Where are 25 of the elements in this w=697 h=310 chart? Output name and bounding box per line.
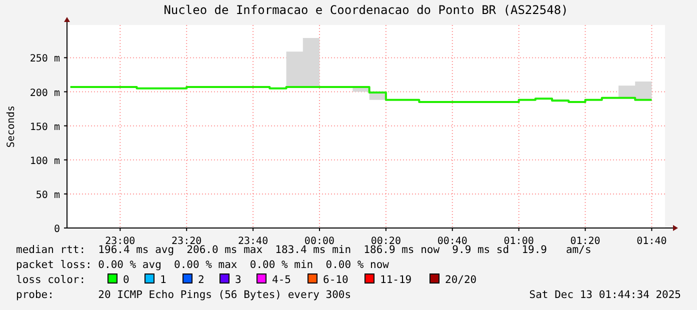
text: probe: 20 ICMP Echo Pings (56 Bytes) every 300s	[16, 289, 352, 301]
x-tick-label: 23:40	[238, 236, 268, 247]
y-tick-label: 100 m	[30, 156, 60, 167]
y-tick-label: 0	[54, 224, 60, 235]
y-tick-label: 250 m	[30, 54, 60, 65]
x-tick-label: 01:40	[636, 236, 667, 247]
text: 3	[235, 274, 242, 286]
x-tick-label: 00:00	[304, 236, 335, 247]
text: 2	[198, 274, 204, 286]
text: 11-19	[380, 274, 412, 286]
y-tick-label: 150 m	[30, 122, 60, 133]
text: Sat Dec 13 01:44:34 2025	[529, 289, 681, 301]
y-tick-label: 200 m	[30, 88, 60, 99]
x-tick-label: 01:20	[570, 236, 600, 247]
text: 4-5	[272, 274, 291, 286]
text: loss color:	[16, 274, 86, 286]
y-tick-label: 50 m	[36, 190, 60, 201]
text: median rtt: 196.4 ms avg 206.0 ms max 183.4 ms min 186.9 ms now 9.9 ms sd 19.9 am/s	[16, 244, 592, 256]
chart-title: Nucleo de Informacao e Coordenacao do Ponto BR (AS22548)	[164, 3, 568, 17]
text: packet loss: 0.00 % avg 0.00 % max 0.00 % min 0.00 % now	[16, 259, 390, 271]
text: 1	[160, 274, 166, 286]
y-axis-title: Seconds	[6, 105, 17, 148]
text: 20/20	[445, 274, 477, 286]
text: 0	[123, 274, 130, 286]
text: 6-10	[323, 274, 348, 286]
